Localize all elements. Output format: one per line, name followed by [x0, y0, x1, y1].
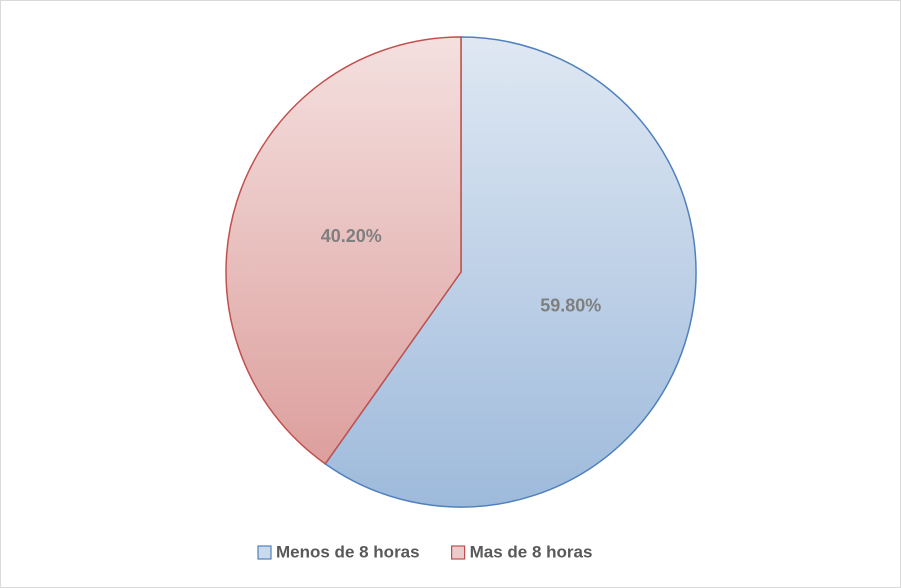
legend-text: Mas de 8 horas [470, 542, 593, 561]
slice-label: 40.20% [321, 226, 382, 246]
legend-swatch [257, 545, 272, 560]
slice-label: 59.80% [540, 296, 601, 316]
legend-text: Menos de 8 horas [276, 542, 420, 561]
pie-slice [225, 36, 462, 465]
legend-swatch [451, 545, 466, 560]
pie-slice [324, 36, 697, 508]
